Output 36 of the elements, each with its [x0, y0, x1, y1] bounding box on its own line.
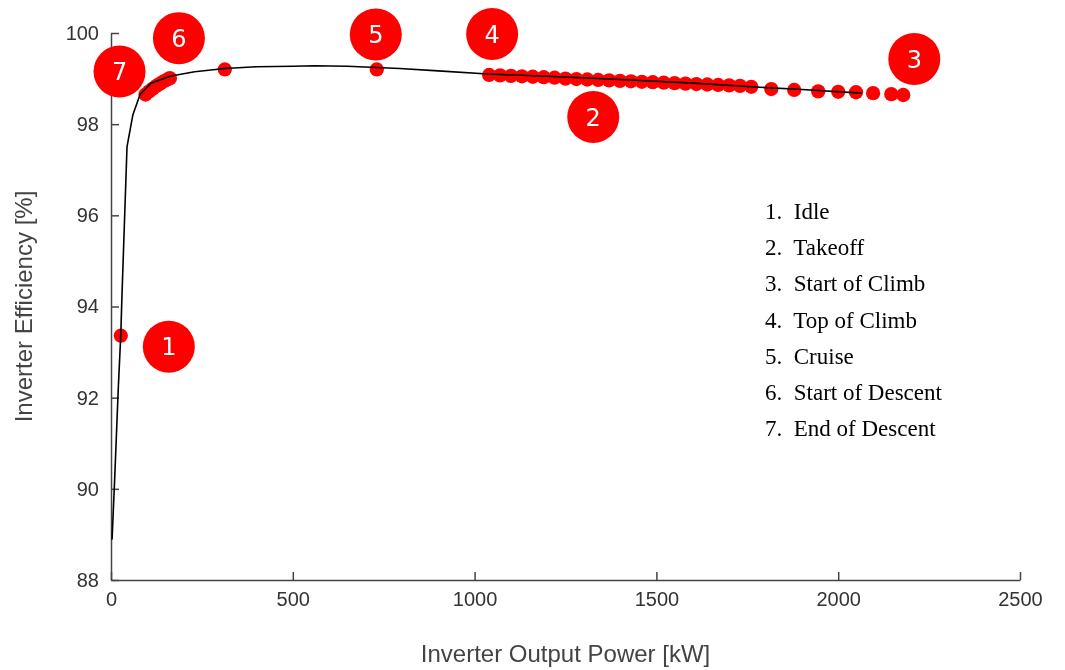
x-tick-label: 2500 — [998, 588, 1043, 611]
annotation: 7. End of Descent — [765, 416, 937, 442]
x-tick-label: 1000 — [452, 588, 498, 611]
number-badge-icon: 1 — [142, 320, 195, 373]
x-tick-label: 1500 — [634, 588, 680, 611]
annotation: 7 — [111, 58, 128, 87]
y-tick-label: 98 — [76, 113, 99, 136]
annotation: 6 — [171, 24, 187, 53]
number-badge-icon: 3 — [888, 33, 941, 85]
annotation: 3 — [906, 45, 922, 74]
annotation: 6. Start of Descent — [765, 380, 943, 405]
annotation: 1 — [161, 333, 177, 362]
annotation: 4. Top of Climb — [765, 307, 917, 333]
annotation: 5 — [368, 21, 384, 50]
number-badge-icon: 2 — [567, 90, 620, 143]
annotation: 2. Takeoff — [765, 235, 865, 261]
annotation: 3. Start of Climb — [765, 271, 926, 297]
x-tick-label: 500 — [276, 588, 310, 611]
number-badge-icon: 5 — [349, 8, 402, 61]
y-tick-label: 96 — [76, 204, 99, 227]
annotation: 1. Idle — [765, 199, 830, 224]
y-tick-label: 100 — [65, 21, 99, 44]
y-tick-label: 94 — [76, 295, 99, 318]
annotation: 2 — [585, 103, 601, 132]
x-tick-label: 0 — [105, 588, 118, 611]
y-axis-title: Inverter Efficiency [%] — [10, 190, 37, 423]
number-badge-icon: 6 — [152, 12, 205, 65]
x-axis-title: Inverter Output Power [kW] — [420, 640, 711, 667]
annotation: 4 — [484, 20, 500, 49]
annotation: 5. Cruise — [765, 343, 854, 369]
number-badge-icon: 4 — [466, 7, 519, 60]
y-tick-label: 92 — [76, 386, 99, 409]
y-tick-label: 88 — [76, 568, 99, 591]
x-tick-label: 2000 — [816, 588, 861, 611]
y-tick-label: 90 — [76, 477, 99, 500]
number-badge-icon: 7 — [93, 45, 146, 98]
